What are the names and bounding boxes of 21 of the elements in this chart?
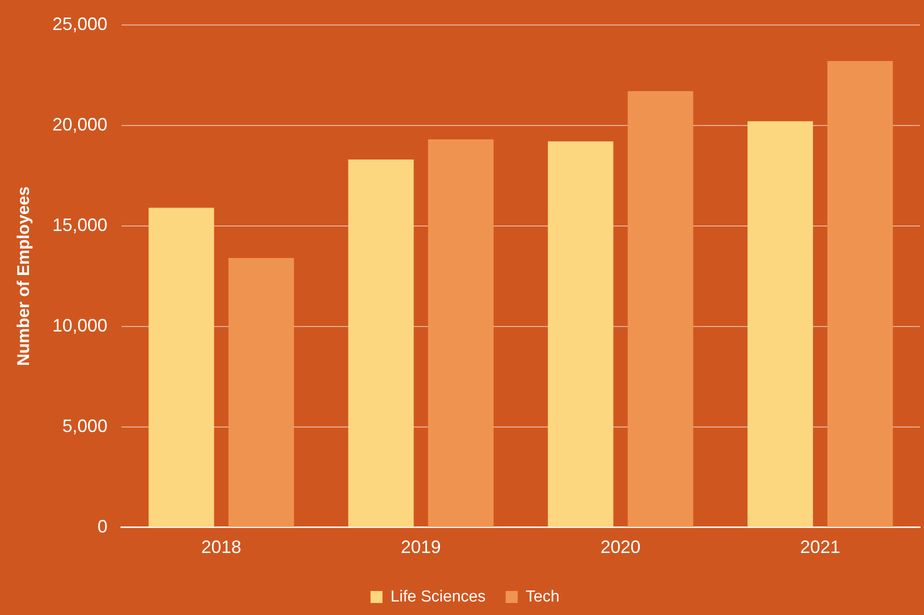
- bar: [428, 139, 494, 527]
- y-tick-label: 20,000: [52, 114, 108, 134]
- y-tick-label: 5,000: [62, 416, 108, 436]
- legend-label: Tech: [526, 588, 560, 606]
- x-tick-label: 2020: [600, 537, 641, 558]
- bar: [148, 208, 214, 527]
- bar: [348, 159, 414, 527]
- x-tick-label: 2019: [400, 537, 441, 558]
- bar: [827, 60, 893, 527]
- y-tick-label: 15,000: [52, 214, 108, 235]
- y-tick-label: 10,000: [52, 315, 108, 336]
- bar: [628, 91, 694, 527]
- bar: [548, 141, 614, 527]
- legend-label: Life Sciences: [390, 588, 486, 606]
- x-tick-label: 2018: [201, 537, 242, 558]
- y-tick-label: 0: [97, 516, 108, 536]
- y-axis-title: Number of Employees: [14, 186, 33, 366]
- x-tick-label: 2021: [800, 537, 840, 558]
- y-tick-label: 25,000: [52, 14, 108, 34]
- bar: [748, 121, 813, 527]
- bar: [228, 258, 294, 527]
